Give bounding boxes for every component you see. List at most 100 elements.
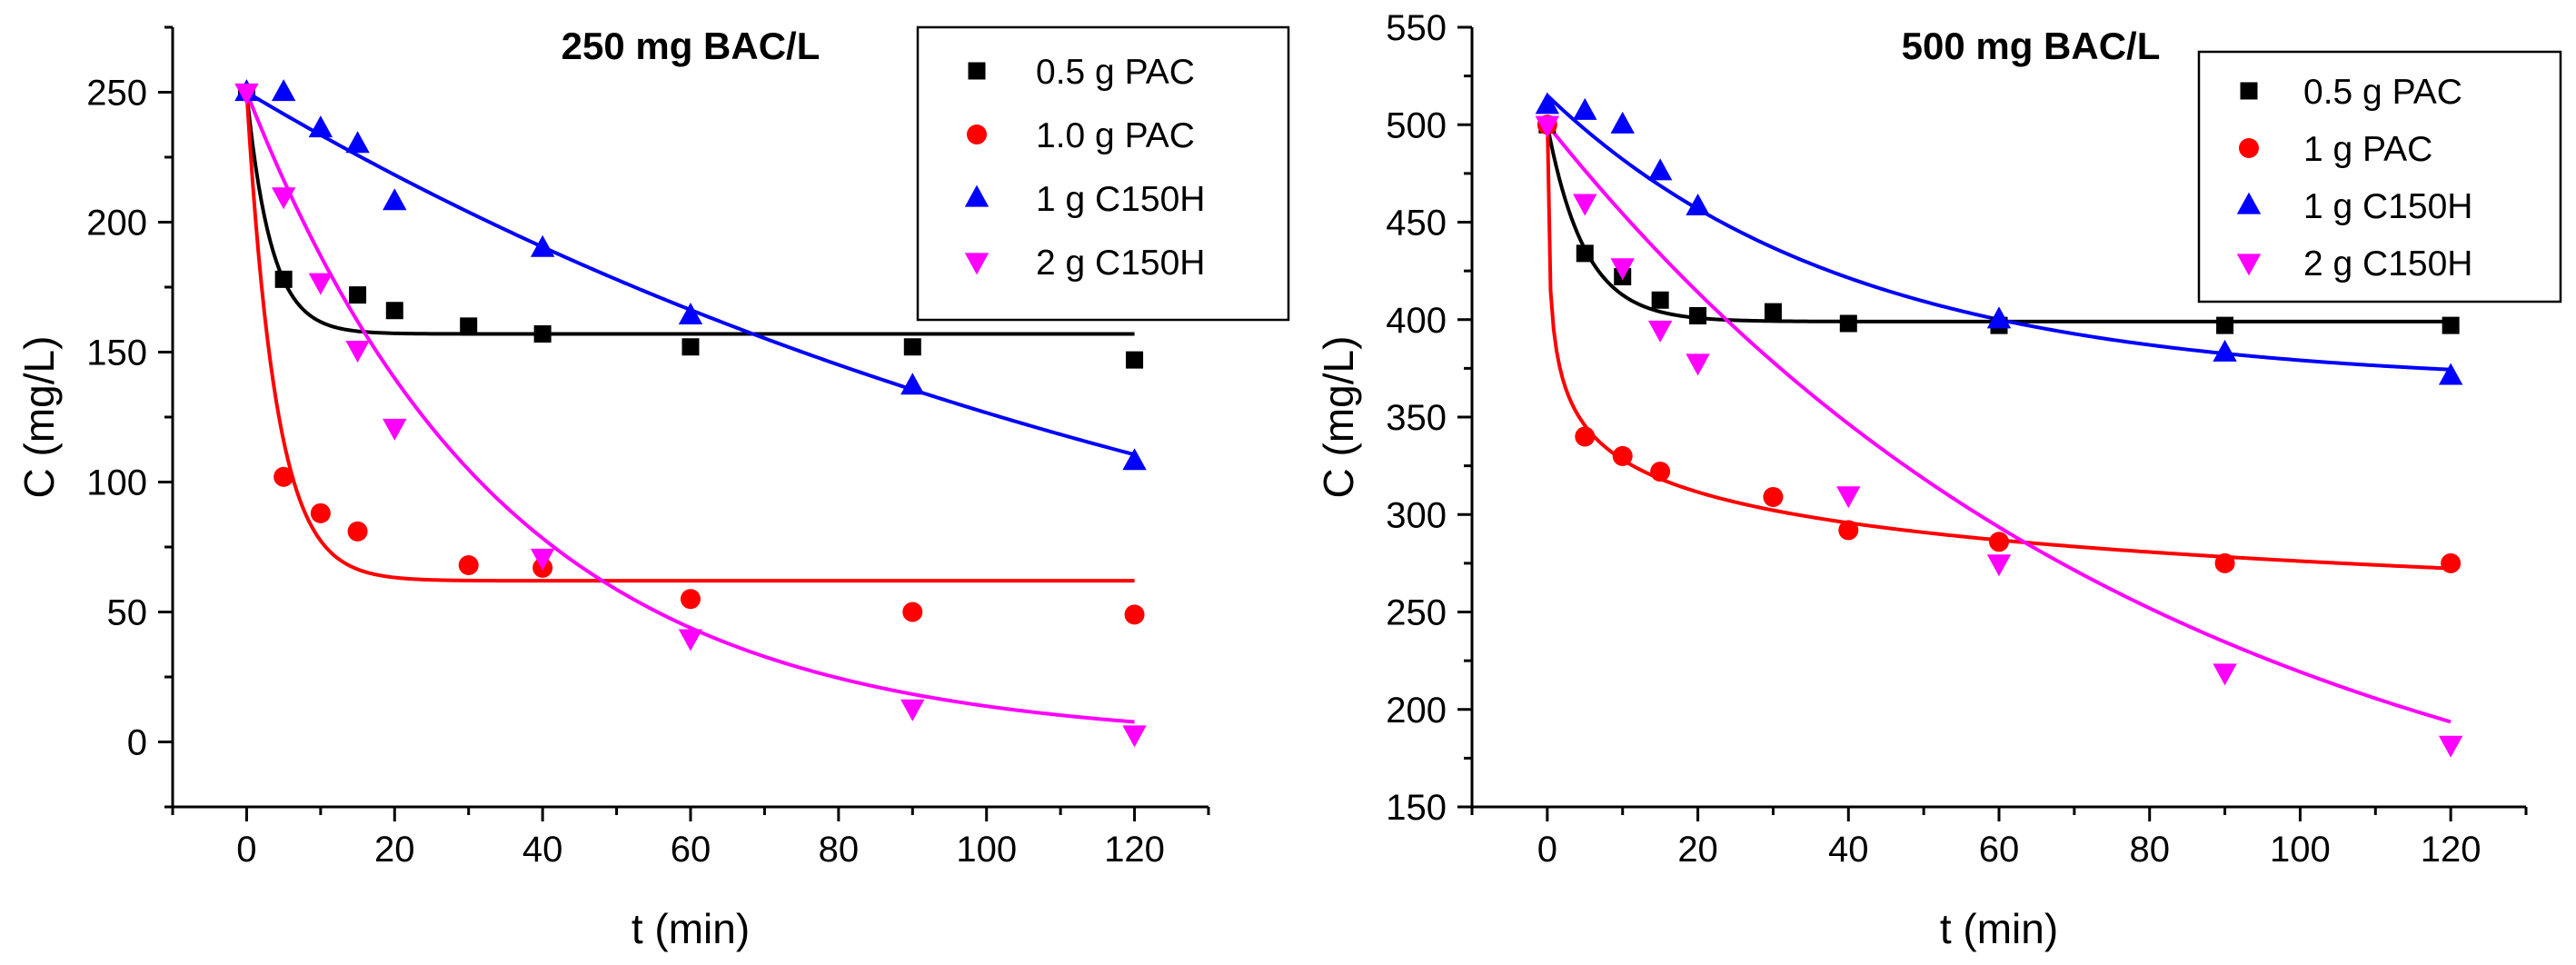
chart-500-legend-label: 2 g C150H: [2303, 244, 2472, 284]
y-tick-label: 50: [107, 593, 148, 633]
chart-500-legend-label: 1 g C150H: [2303, 187, 2472, 226]
data-point: [681, 338, 700, 356]
data-point: [2441, 552, 2462, 573]
data-point: [349, 286, 367, 304]
data-point: [2213, 663, 2237, 686]
data-point: [2438, 363, 2463, 385]
chart-500-legend-entry: 2 g C150H: [2236, 244, 2472, 284]
data-point: [460, 317, 478, 335]
y-tick-label: 400: [1386, 301, 1447, 341]
data-point: [1839, 314, 1857, 333]
legend-marker: [964, 184, 990, 207]
data-point: [383, 418, 407, 441]
chart-250-legend-entry: 2 g C150H: [964, 244, 1205, 283]
data-point: [274, 466, 294, 487]
data-point: [1575, 426, 1596, 447]
data-point: [383, 188, 407, 211]
data-point: [1122, 448, 1147, 471]
y-tick-label: 150: [1386, 788, 1447, 828]
x-tick-label: 20: [374, 830, 415, 870]
chart-250-mg: 0 20 40 60 80 100 120 0 50 100 150 200 250 250 mg BA…: [15, 25, 1290, 952]
data-point: [1986, 554, 2012, 577]
chart-500-legend-box: [2197, 50, 2562, 303]
x-tick-label: 0: [1537, 830, 1557, 870]
data-point: [271, 79, 296, 102]
data-point: [2214, 552, 2235, 573]
legend-marker: [2240, 82, 2258, 100]
y-tick-label: 100: [86, 463, 147, 503]
legend-marker: [968, 62, 986, 80]
x-tick-label: 60: [671, 830, 711, 870]
data-point: [900, 699, 925, 721]
x-tick-label: 0: [236, 830, 256, 870]
legend-marker: [2236, 254, 2262, 276]
data-point: [1610, 258, 1635, 281]
data-point: [2442, 316, 2460, 334]
x-tick-label: 120: [2421, 830, 2482, 870]
y-tick-label: 0: [127, 723, 147, 763]
y-tick-label: 300: [1386, 495, 1447, 535]
fit-curve-2-g-c150h: [1546, 124, 2452, 724]
data-point: [1124, 604, 1145, 625]
x-tick-label: 80: [819, 830, 860, 870]
data-point: [1610, 111, 1635, 134]
chart-250-legend-entry: 0.5 g PAC: [968, 53, 1195, 92]
data-point: [2438, 735, 2463, 758]
data-point: [678, 629, 703, 652]
data-point: [1763, 486, 1784, 507]
x-tick-label: 40: [522, 830, 563, 870]
data-point: [1573, 97, 1597, 120]
chart-500-legend: 0.5 g PAC 1 g PAC 1 g C150H 2 g C150H: [2197, 50, 2562, 303]
data-point: [271, 187, 296, 210]
y-tick-label: 500: [1386, 105, 1447, 145]
y-tick-label: 250: [1386, 593, 1447, 633]
chart-250-x-axis-label: t (min): [632, 905, 750, 952]
chart-250-data-points: [234, 79, 1147, 748]
fit-curve-2-g-c150h: [244, 91, 1135, 724]
x-tick-label: 100: [2270, 830, 2331, 870]
x-tick-label: 100: [956, 830, 1017, 870]
data-point: [308, 273, 333, 295]
y-tick-label: 150: [86, 333, 147, 373]
data-point: [1535, 115, 1560, 138]
data-point: [1686, 193, 1710, 215]
data-point: [1651, 291, 1669, 309]
data-point: [1838, 520, 1859, 541]
chart-250-y-axis-label: C (mg/L): [15, 336, 63, 499]
data-point: [385, 302, 403, 320]
chart-250-legend-label: 0.5 g PAC: [1036, 53, 1195, 92]
data-point: [902, 602, 923, 622]
chart-250-ticks: 0 20 40 60 80 100 120 0 50 100 150 200 250: [86, 25, 1210, 870]
y-tick-label: 200: [86, 204, 147, 244]
data-point: [681, 589, 701, 610]
data-point: [1647, 320, 1673, 343]
y-tick-label: 200: [1386, 691, 1447, 731]
chart-250-legend-entry: 1.0 g PAC: [967, 116, 1195, 155]
y-tick-label: 550: [1386, 8, 1447, 48]
data-point: [1126, 351, 1144, 369]
data-point: [1122, 725, 1147, 748]
x-tick-label: 80: [2129, 830, 2170, 870]
chart-500-data-points: [1535, 92, 2463, 758]
chart-500-legend-entry: 0.5 g PAC: [2240, 73, 2462, 112]
data-point: [234, 83, 259, 105]
x-tick-label: 20: [1677, 830, 1718, 870]
chart-500-legend-entry: 1 g PAC: [2239, 130, 2432, 169]
data-point: [1686, 353, 1710, 376]
data-point: [274, 270, 293, 288]
chart-500-x-axis-label: t (min): [1940, 905, 2058, 952]
data-point: [1989, 532, 2009, 552]
y-tick-label: 450: [1386, 204, 1447, 244]
fit-curve-0-5-g-pac: [244, 92, 1135, 336]
chart-250-legend: 0.5 g PAC 1.0 g PAC 1 g C150H 2 g C150H: [916, 25, 1290, 322]
chart-500-legend-label: 1 g PAC: [2303, 130, 2432, 169]
data-point: [1836, 486, 1861, 509]
y-tick-label: 250: [86, 74, 147, 114]
data-point: [530, 548, 555, 571]
data-point: [1986, 306, 2012, 329]
legend-marker: [2239, 138, 2259, 158]
chart-500-legend-label: 0.5 g PAC: [2303, 73, 2462, 112]
legend-marker: [964, 253, 990, 275]
data-point: [347, 521, 368, 542]
